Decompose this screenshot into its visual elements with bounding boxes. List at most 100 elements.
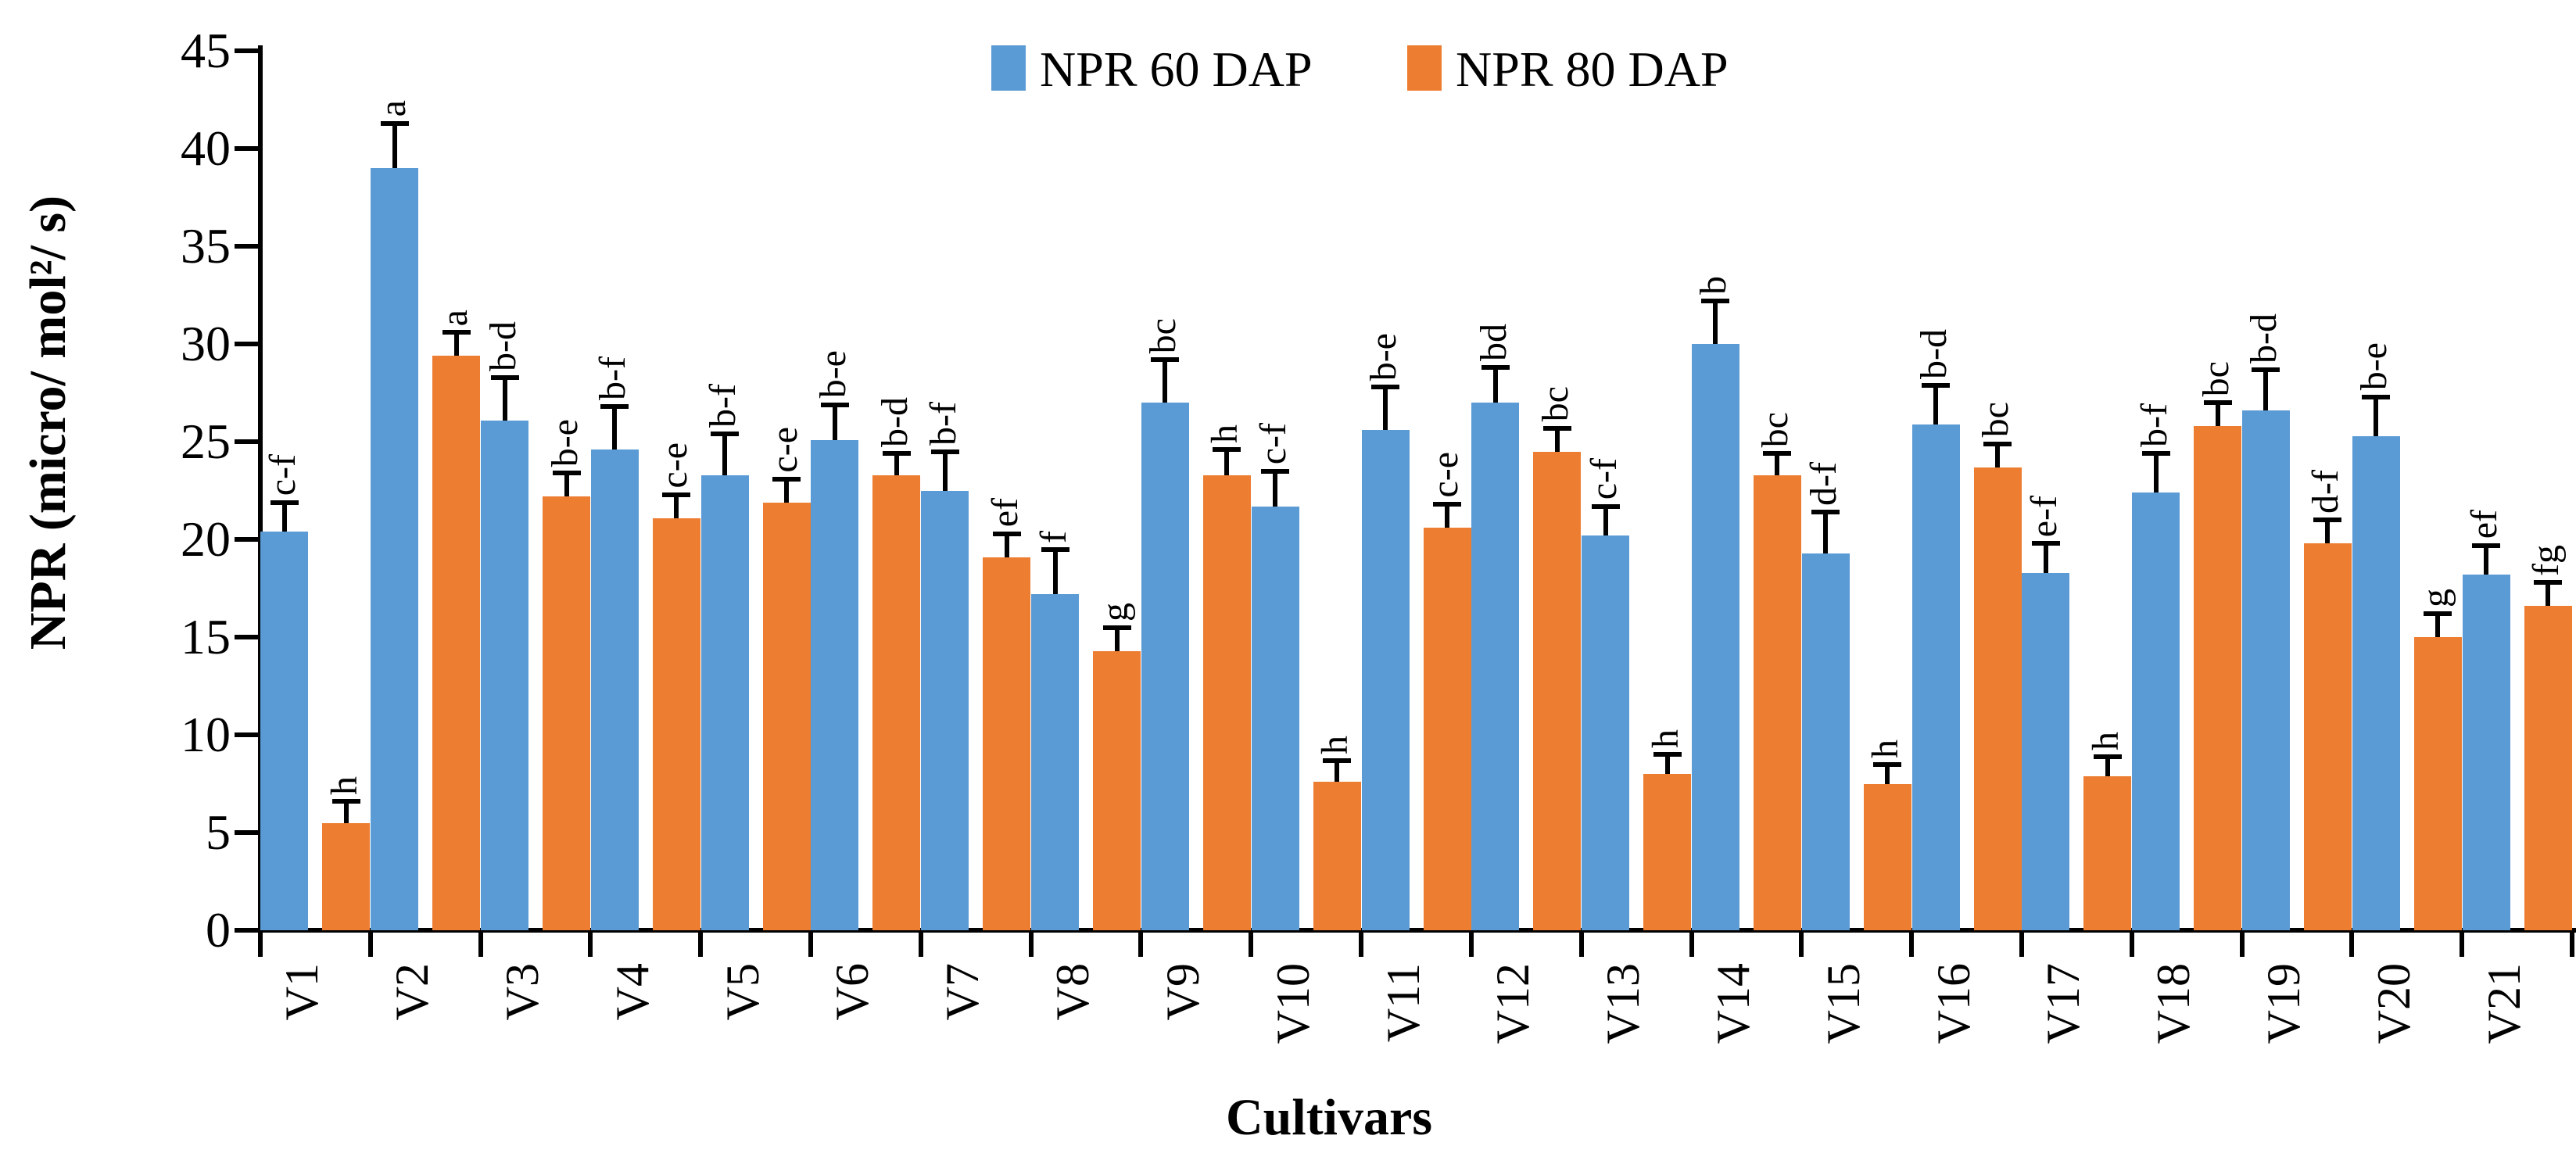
error-bar-stem bbox=[2325, 520, 2331, 543]
error-bar-stem bbox=[1492, 367, 1498, 403]
x-axis-category-label: V5 bbox=[716, 963, 769, 1021]
significance-label: f bbox=[1032, 530, 1074, 543]
x-axis-category-label: V11 bbox=[1377, 963, 1429, 1043]
significance-label: bc bbox=[1754, 411, 1797, 447]
significance-label: ef bbox=[2463, 510, 2506, 539]
y-axis-tick-label: 25 bbox=[181, 414, 231, 469]
bar-npr-80-dap bbox=[2303, 543, 2352, 930]
error-bar-stem bbox=[453, 332, 459, 356]
significance-label: bd bbox=[1472, 324, 1514, 361]
bar-npr-80-dap bbox=[1313, 782, 1361, 930]
bar-npr-80-dap bbox=[2524, 606, 2572, 930]
error-bar-cap bbox=[490, 374, 519, 380]
x-axis-tick bbox=[1468, 930, 1474, 957]
significance-label: h bbox=[1644, 729, 1686, 748]
error-bar-stem bbox=[1603, 506, 1608, 535]
x-axis-category-label: V2 bbox=[386, 963, 439, 1021]
error-bar-stem bbox=[1163, 360, 1168, 403]
error-bar-stem bbox=[1664, 754, 1670, 774]
significance-label: bc bbox=[1534, 386, 1576, 422]
y-axis-tick bbox=[235, 48, 258, 53]
error-bar-stem bbox=[502, 377, 507, 421]
x-axis-category-label: V14 bbox=[1707, 963, 1759, 1044]
error-bar-cap bbox=[1151, 357, 1180, 362]
bar-npr-80-dap bbox=[1533, 451, 1582, 930]
error-bar-stem bbox=[722, 434, 728, 475]
y-axis-tick-label: 0 bbox=[206, 902, 231, 958]
x-axis-tick bbox=[367, 930, 373, 957]
bar-npr-60-dap bbox=[481, 420, 529, 930]
error-bar-cap bbox=[1653, 752, 1682, 757]
y-axis-tick bbox=[235, 439, 258, 444]
significance-label: b-f bbox=[922, 401, 964, 446]
error-bar-stem bbox=[2043, 543, 2048, 573]
error-bar-cap bbox=[1983, 441, 2012, 446]
bar-npr-80-dap bbox=[1423, 528, 1471, 930]
x-axis-category-label: V20 bbox=[2367, 963, 2420, 1044]
bar-npr-60-dap bbox=[1251, 506, 1299, 930]
bar-npr-60-dap bbox=[371, 168, 419, 930]
error-bar-cap bbox=[2141, 451, 2170, 456]
y-axis-tick bbox=[235, 635, 258, 639]
error-bar-stem bbox=[1713, 301, 1718, 344]
error-bar-cap bbox=[2031, 541, 2060, 546]
y-axis-tick bbox=[235, 928, 258, 933]
error-bar-stem bbox=[1273, 471, 1278, 507]
bar-npr-60-dap bbox=[590, 449, 639, 930]
bar-npr-60-dap bbox=[1361, 430, 1410, 930]
x-axis-category-label: V19 bbox=[2257, 963, 2309, 1044]
x-axis-category-label: V1 bbox=[276, 963, 328, 1021]
x-axis-title: Cultivars bbox=[1226, 1089, 1432, 1146]
x-axis-tick bbox=[1909, 930, 1915, 957]
error-bar-cap bbox=[1701, 299, 1730, 303]
significance-label: b-e bbox=[543, 418, 586, 467]
significance-label: b-d bbox=[2243, 313, 2285, 364]
bar-npr-60-dap bbox=[700, 475, 749, 930]
y-axis-line bbox=[258, 45, 263, 957]
error-bar-cap bbox=[2252, 367, 2280, 372]
significance-label: b-e bbox=[1363, 332, 1404, 381]
x-axis-tick bbox=[1249, 930, 1254, 957]
error-bar-cap bbox=[1323, 757, 1352, 763]
bar-npr-60-dap bbox=[1582, 535, 1630, 930]
error-bar-cap bbox=[1873, 761, 1902, 767]
error-bar-cap bbox=[992, 531, 1021, 536]
error-bar-cap bbox=[1481, 365, 1510, 370]
x-axis-tick bbox=[698, 930, 704, 957]
error-bar-stem bbox=[1933, 385, 1939, 424]
significance-label: b-f bbox=[702, 384, 744, 428]
x-axis-tick bbox=[1138, 930, 1144, 957]
y-axis-tick-label: 20 bbox=[181, 511, 231, 567]
error-bar-stem bbox=[2263, 369, 2269, 410]
significance-label: a bbox=[371, 100, 414, 117]
bar-npr-80-dap bbox=[2413, 637, 2462, 930]
bar-npr-80-dap bbox=[1202, 475, 1251, 930]
error-bar-cap bbox=[1213, 447, 1241, 452]
x-axis-category-label: V18 bbox=[2148, 963, 2200, 1044]
bar-npr-80-dap bbox=[322, 822, 371, 930]
y-axis-tick bbox=[235, 830, 258, 835]
error-bar-stem bbox=[942, 451, 948, 491]
error-bar-stem bbox=[1885, 764, 1890, 784]
legend-label: NPR 60 DAP bbox=[1040, 41, 1313, 97]
y-axis-tick-label: 5 bbox=[206, 804, 231, 860]
x-axis-category-label: V7 bbox=[937, 963, 989, 1021]
x-axis-category-label: V12 bbox=[1487, 963, 1539, 1044]
bar-npr-60-dap bbox=[2241, 410, 2290, 930]
error-bar-stem bbox=[1052, 549, 1058, 594]
x-axis-tick bbox=[1689, 930, 1694, 957]
error-bar-cap bbox=[1041, 546, 1069, 552]
legend: NPR 60 DAP NPR 80 DAP bbox=[0, 34, 2576, 105]
error-bar-stem bbox=[1004, 533, 1009, 557]
error-bar-cap bbox=[2093, 754, 2122, 759]
error-bar-stem bbox=[2546, 582, 2551, 606]
x-axis-category-label: V8 bbox=[1047, 963, 1099, 1021]
significance-label: c-f bbox=[1582, 458, 1625, 500]
error-bar-stem bbox=[1335, 760, 1340, 782]
significance-label: b-f bbox=[2133, 403, 2175, 447]
error-bar-cap bbox=[1542, 425, 1571, 431]
error-bar-cap bbox=[772, 476, 801, 482]
error-bar-cap bbox=[1261, 468, 1290, 474]
error-bar-cap bbox=[2362, 394, 2391, 399]
significance-label: b-e bbox=[811, 350, 854, 399]
